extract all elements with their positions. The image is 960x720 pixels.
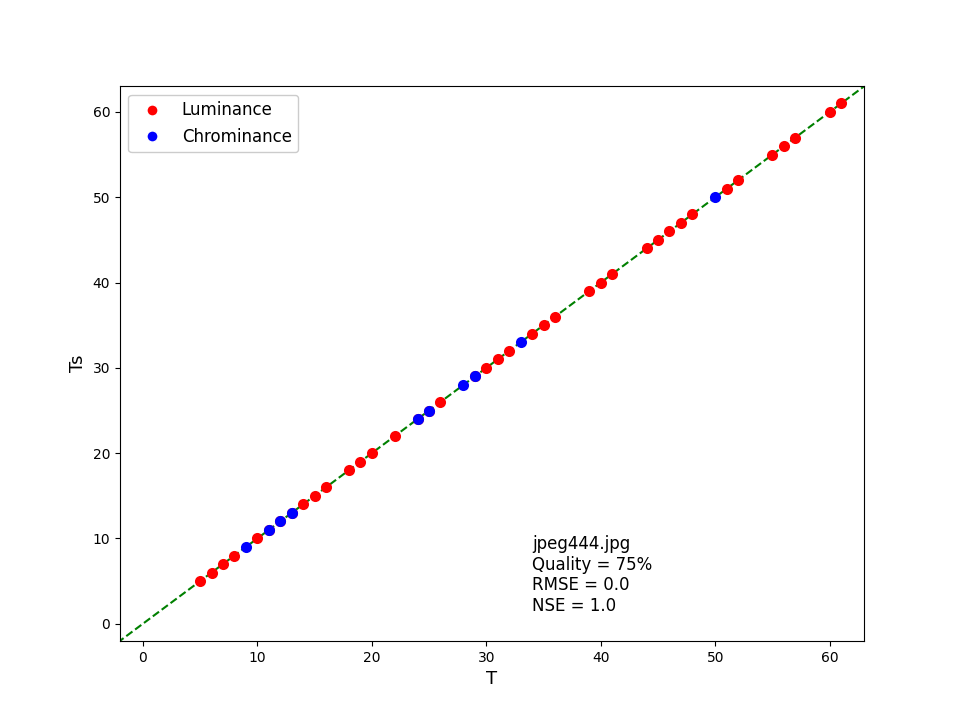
Point: [479, 362, 494, 374]
Point: [547, 311, 563, 323]
Point: [421, 405, 437, 416]
Point: [456, 379, 471, 391]
Point: [238, 541, 253, 553]
Point: [605, 269, 620, 280]
Point: [192, 575, 207, 587]
Point: [421, 405, 437, 416]
Legend: Luminance, Chrominance: Luminance, Chrominance: [129, 95, 299, 153]
Point: [296, 498, 311, 510]
Point: [319, 482, 334, 493]
Point: [708, 192, 723, 203]
Point: [719, 183, 734, 194]
Point: [777, 140, 792, 152]
Point: [364, 447, 379, 459]
Point: [387, 431, 402, 442]
Point: [684, 209, 700, 220]
Y-axis label: Ts: Ts: [69, 355, 87, 372]
Point: [513, 336, 528, 348]
Point: [536, 320, 551, 331]
Point: [227, 550, 242, 562]
Point: [215, 558, 230, 570]
Point: [284, 507, 300, 518]
Point: [352, 456, 368, 467]
Point: [204, 567, 219, 578]
Point: [468, 371, 483, 382]
Point: [638, 243, 654, 254]
Point: [524, 328, 540, 340]
Point: [468, 371, 483, 382]
Point: [307, 490, 323, 502]
Point: [833, 98, 849, 109]
Point: [490, 354, 505, 365]
Point: [673, 217, 688, 229]
Point: [593, 276, 609, 288]
Point: [433, 396, 448, 408]
Point: [765, 149, 780, 161]
Point: [410, 413, 425, 425]
Point: [410, 413, 425, 425]
Point: [273, 516, 288, 527]
Point: [650, 234, 665, 246]
Point: [822, 107, 837, 118]
Point: [582, 285, 597, 297]
Text: jpeg444.jpg
Quality = 75%
RMSE = 0.0
NSE = 1.0: jpeg444.jpg Quality = 75% RMSE = 0.0 NSE…: [532, 535, 652, 615]
Point: [261, 524, 276, 536]
Point: [261, 524, 276, 536]
Point: [341, 464, 356, 476]
X-axis label: T: T: [487, 670, 497, 688]
Point: [661, 225, 677, 237]
Point: [250, 533, 265, 544]
Point: [501, 345, 516, 356]
Point: [284, 507, 300, 518]
Point: [731, 174, 746, 186]
Point: [273, 516, 288, 527]
Point: [787, 132, 803, 143]
